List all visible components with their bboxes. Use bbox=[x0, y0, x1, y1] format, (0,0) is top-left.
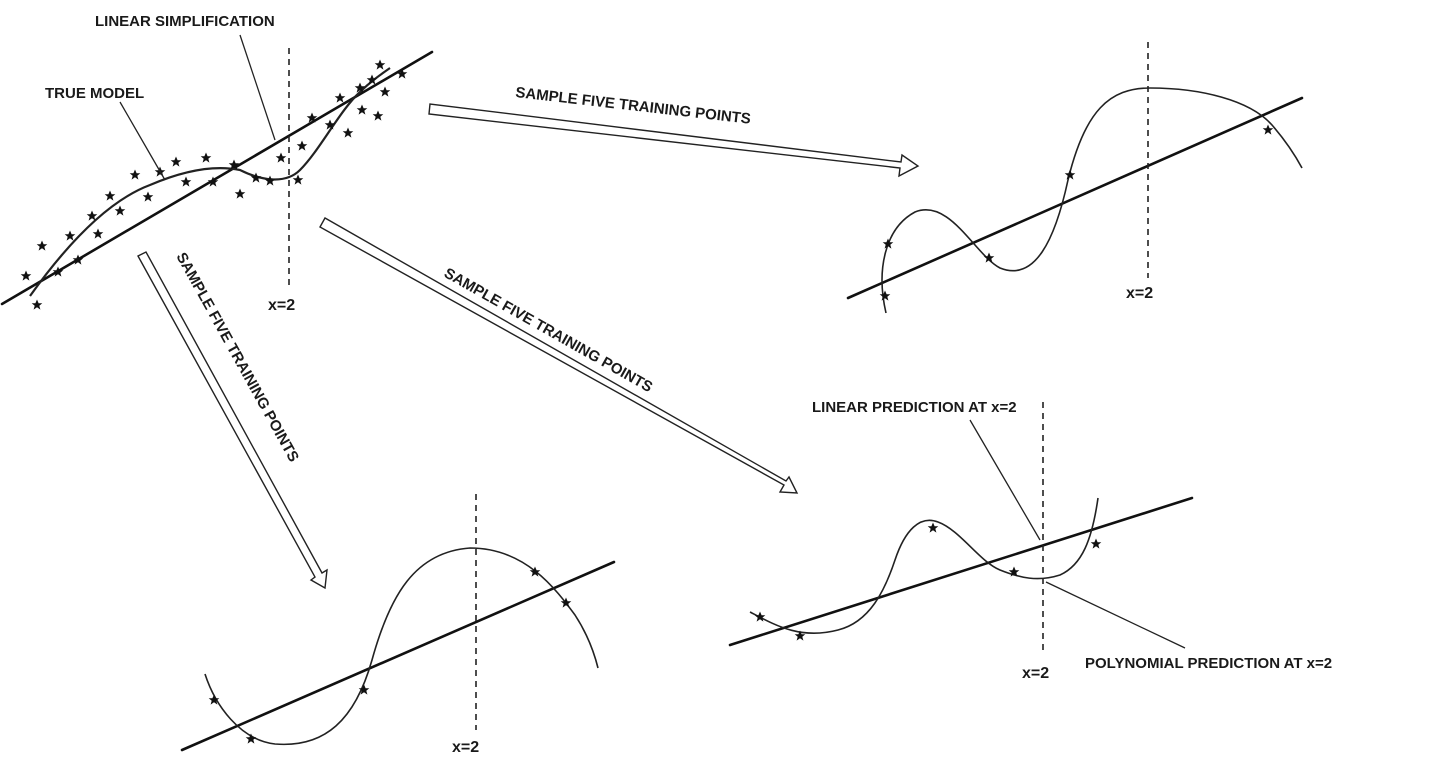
data-point-star bbox=[293, 175, 304, 185]
sample-point-star bbox=[755, 612, 766, 622]
data-point-star bbox=[397, 69, 408, 79]
sample-point-star bbox=[880, 291, 891, 301]
data-point-star bbox=[373, 111, 384, 121]
top-right-x2-label: x=2 bbox=[1126, 285, 1153, 302]
data-point-star bbox=[235, 189, 246, 199]
sample-arrow-diagonal-label: SAMPLE FIVE TRAINING POINTS bbox=[441, 265, 655, 396]
bottom-middle-linear-fit bbox=[182, 562, 614, 750]
linear-simplification-leader bbox=[240, 35, 275, 140]
true-model-panel: x=2 bbox=[2, 13, 432, 314]
data-point-star bbox=[335, 93, 346, 103]
data-point-star bbox=[251, 173, 262, 183]
sample-point-star bbox=[883, 239, 894, 249]
bottom-right-linear-fit bbox=[730, 498, 1192, 645]
data-point-star bbox=[380, 87, 391, 97]
data-point-star bbox=[93, 229, 104, 239]
data-point-star bbox=[181, 177, 192, 187]
data-point-star bbox=[105, 191, 116, 201]
sample-bottom-right-panel: x=2 LINEAR PREDICTION AT x=2 POLYNOMIAL … bbox=[730, 399, 1332, 682]
data-point-star bbox=[32, 300, 43, 310]
data-point-star bbox=[343, 128, 354, 138]
data-point-star bbox=[375, 60, 386, 70]
data-point-star bbox=[357, 105, 368, 115]
data-point-star bbox=[65, 231, 76, 241]
sample-arrow-diagonal: SAMPLE FIVE TRAINING POINTS bbox=[320, 218, 797, 493]
bottom-right-x2-label: x=2 bbox=[1022, 665, 1049, 682]
top-right-linear-fit bbox=[848, 98, 1302, 298]
top-right-polynomial-fit bbox=[882, 88, 1302, 313]
data-point-star bbox=[276, 153, 287, 163]
sample-arrow-down: SAMPLE FIVE TRAINING POINTS bbox=[138, 250, 327, 588]
sample-point-star bbox=[1065, 170, 1076, 180]
sample-point-star bbox=[984, 253, 995, 263]
data-point-star bbox=[37, 241, 48, 251]
data-point-star bbox=[143, 192, 154, 202]
data-point-star bbox=[115, 206, 126, 216]
sample-point-star bbox=[928, 523, 939, 533]
bottom-middle-x2-label: x=2 bbox=[452, 739, 479, 756]
data-point-star bbox=[21, 271, 32, 281]
sample-point-star bbox=[1091, 539, 1102, 549]
polynomial-prediction-leader bbox=[1046, 582, 1185, 648]
sample-arrow-diagonal-shape bbox=[320, 218, 797, 493]
bottom-right-polynomial-fit bbox=[750, 498, 1098, 633]
true-model-leader bbox=[120, 102, 165, 180]
sample-point-star bbox=[246, 734, 257, 744]
sample-point-star bbox=[1263, 125, 1274, 135]
data-point-star bbox=[265, 176, 276, 186]
sample-bottom-middle-panel: x=2 bbox=[182, 494, 614, 756]
linear-simplification-label: LINEAR SIMPLIFICATION bbox=[95, 13, 275, 30]
sample-arrow-right: SAMPLE FIVE TRAINING POINTS bbox=[429, 84, 918, 176]
data-point-star bbox=[297, 141, 308, 151]
polynomial-prediction-label: POLYNOMIAL PREDICTION AT x=2 bbox=[1085, 655, 1332, 672]
data-point-star bbox=[171, 157, 182, 167]
linear-prediction-label: LINEAR PREDICTION AT x=2 bbox=[812, 399, 1017, 416]
data-point-star bbox=[130, 170, 141, 180]
true-model-x2-label: x=2 bbox=[268, 297, 295, 314]
data-point-star bbox=[325, 120, 336, 130]
true-model-label: TRUE MODEL bbox=[45, 85, 144, 102]
sample-arrow-down-shape bbox=[138, 252, 327, 588]
data-point-star bbox=[201, 153, 212, 163]
sample-top-right-panel: x=2 bbox=[848, 42, 1302, 313]
linear-prediction-leader bbox=[970, 420, 1040, 540]
